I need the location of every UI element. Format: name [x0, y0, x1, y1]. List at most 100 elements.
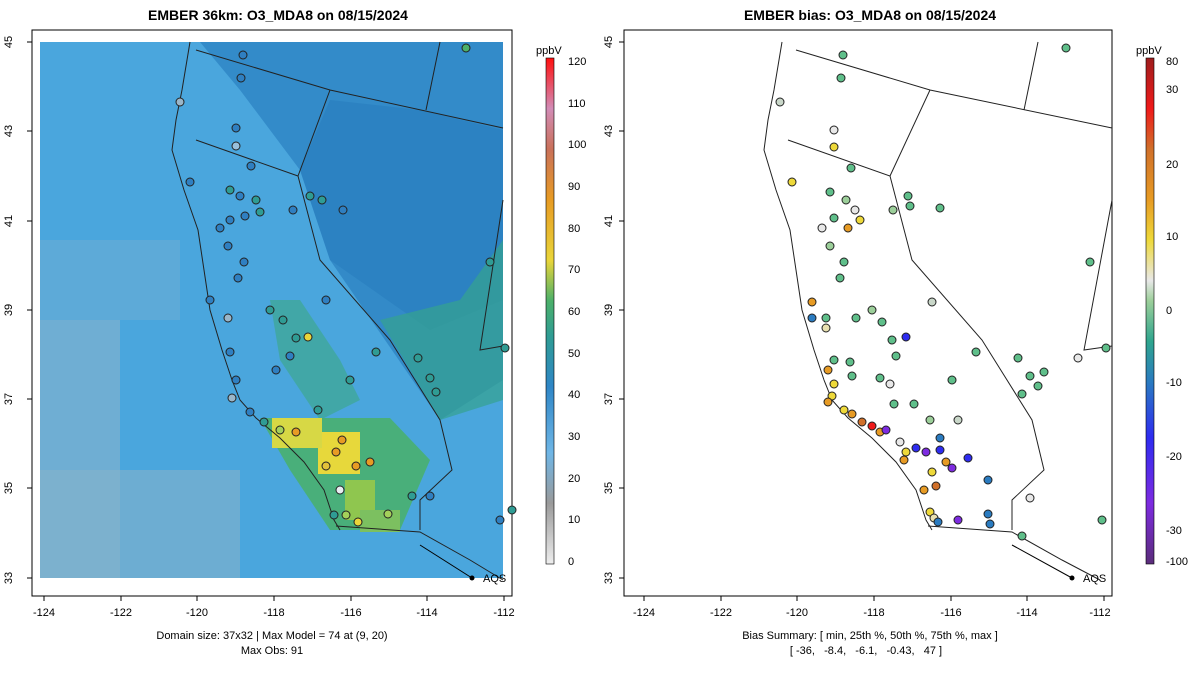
station — [335, 485, 345, 495]
x-tick-label: -114 — [416, 607, 437, 619]
colorbar-tick: 110 — [568, 98, 586, 110]
colorbar-tick: 80 — [1166, 56, 1178, 68]
y-tick-label: 41 — [603, 215, 615, 227]
y-tick-label: 43 — [3, 125, 15, 137]
left-colorbar-unit: ppbV — [536, 45, 562, 57]
y-tick-label: 45 — [603, 36, 615, 48]
station — [829, 355, 839, 365]
station — [271, 365, 281, 375]
station — [305, 191, 315, 201]
station — [225, 215, 235, 225]
right-colorbar: ppbV 80 30 20 10 0 -10 -20 -30 -100 — [1136, 45, 1188, 568]
station — [236, 73, 246, 83]
colorbar-tick: -30 — [1166, 525, 1182, 537]
station — [919, 485, 929, 495]
station — [313, 405, 323, 415]
station — [823, 365, 833, 375]
station — [881, 425, 891, 435]
station — [855, 215, 865, 225]
left-model-field — [40, 42, 503, 578]
station — [891, 351, 901, 361]
station — [889, 399, 899, 409]
station — [953, 415, 963, 425]
station — [1033, 381, 1043, 391]
colorbar-tick: 100 — [568, 139, 586, 151]
station — [227, 393, 237, 403]
right-stations — [775, 43, 1111, 541]
station — [1025, 493, 1035, 503]
station — [1097, 515, 1107, 525]
station — [223, 313, 233, 323]
station — [835, 273, 845, 283]
left-footer-line2: Max Obs: 91 — [241, 645, 303, 657]
station — [321, 295, 331, 305]
station — [265, 305, 275, 315]
right-state-borders — [763, 41, 1113, 581]
right-plot-frame — [623, 29, 1113, 597]
station — [787, 177, 797, 187]
colorbar-tick: -10 — [1166, 377, 1182, 389]
station — [839, 405, 849, 415]
station — [846, 163, 856, 173]
station — [1061, 43, 1071, 53]
station — [223, 241, 233, 251]
left-colorbar: ppbV 120 110 100 90 80 70 60 50 40 30 20… — [536, 45, 586, 568]
colorbar-tick: 0 — [568, 556, 574, 568]
colorbar-tick: 70 — [568, 264, 580, 276]
station — [983, 475, 993, 485]
station — [941, 457, 951, 467]
right-colorbar-unit: ppbV — [1136, 45, 1162, 57]
y-tick-label: 39 — [603, 304, 615, 316]
y-tick-label: 37 — [3, 393, 15, 405]
station — [817, 223, 827, 233]
station — [821, 323, 831, 333]
station — [911, 443, 921, 453]
x-tick-label: -114 — [1016, 607, 1037, 619]
station — [507, 505, 517, 515]
station — [425, 491, 435, 501]
station — [877, 317, 887, 327]
colorbar-tick: 120 — [568, 56, 586, 68]
station — [365, 457, 375, 467]
station — [875, 373, 885, 383]
station — [935, 445, 945, 455]
station — [921, 447, 931, 457]
station — [829, 125, 839, 135]
y-tick-label: 43 — [603, 125, 615, 137]
aqs-marker — [469, 575, 475, 581]
colorbar-tick: 40 — [568, 389, 580, 401]
colorbar-tick: 80 — [568, 223, 580, 235]
station — [175, 97, 185, 107]
colorbar-tick: 30 — [1166, 84, 1178, 96]
left-y-axis: 33 35 37 39 41 43 45 — [3, 36, 33, 584]
station — [901, 447, 911, 457]
station — [841, 195, 851, 205]
station — [963, 453, 973, 463]
station — [888, 205, 898, 215]
station — [927, 297, 937, 307]
station — [909, 399, 919, 409]
station — [829, 379, 839, 389]
y-tick-label: 37 — [603, 393, 615, 405]
station — [231, 123, 241, 133]
station — [407, 491, 417, 501]
station — [895, 437, 905, 447]
x-tick-label: -120 — [786, 607, 808, 619]
station — [251, 195, 261, 205]
x-tick-label: -116 — [940, 607, 961, 619]
x-tick-label: -122 — [710, 607, 732, 619]
right-title: EMBER bias: O3_MDA8 on 08/15/2024 — [744, 7, 996, 23]
station — [947, 375, 957, 385]
station — [838, 50, 848, 60]
station — [285, 351, 295, 361]
station — [985, 519, 995, 529]
station — [885, 379, 895, 389]
y-tick-label: 39 — [3, 304, 15, 316]
station — [1017, 389, 1027, 399]
station — [317, 195, 327, 205]
station — [850, 205, 860, 215]
station — [495, 515, 505, 525]
right-footer-line1: Bias Summary: [ min, 25th %, 50th %, 75t… — [742, 630, 998, 642]
station — [887, 335, 897, 345]
x-tick-label: -122 — [110, 607, 132, 619]
